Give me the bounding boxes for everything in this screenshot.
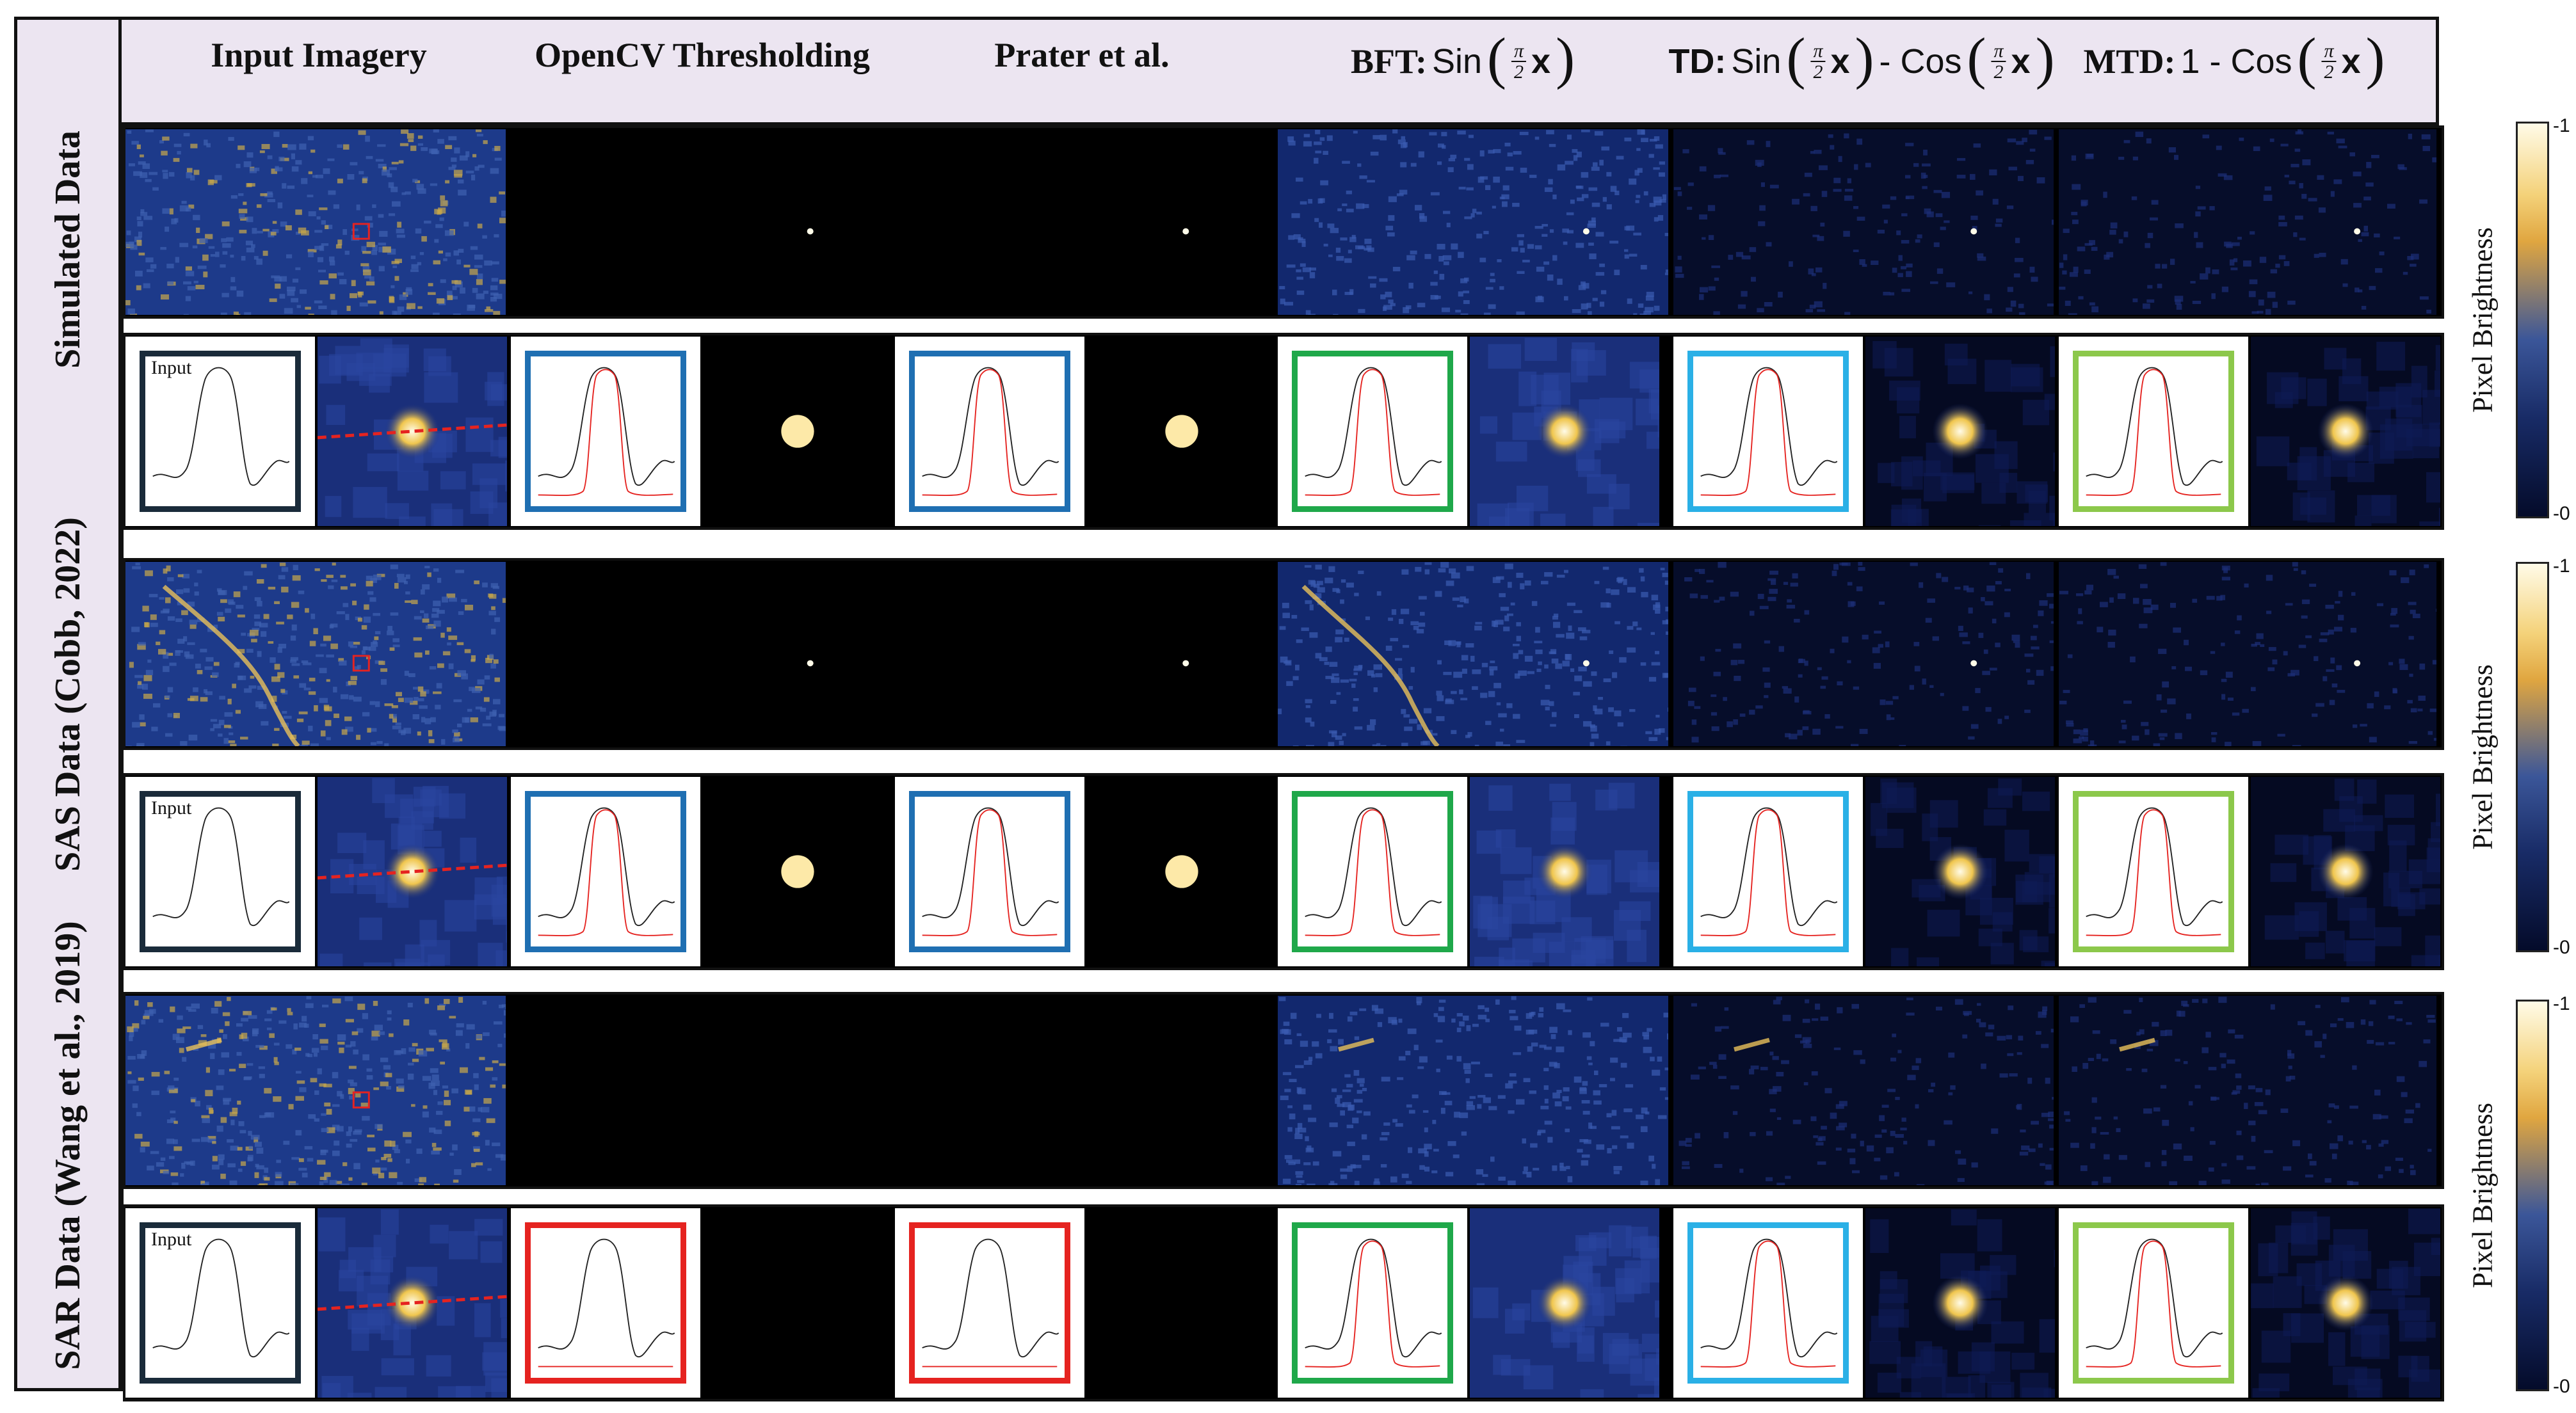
zoom-image-tile bbox=[318, 777, 507, 966]
result-image-tile bbox=[2059, 129, 2436, 315]
result-image-tile bbox=[2059, 996, 2436, 1185]
result-image-tile bbox=[1673, 562, 2054, 746]
intensity-profile-plot bbox=[511, 337, 700, 526]
zoom-image-tile bbox=[2251, 337, 2440, 526]
column-title-input: Input Imagery bbox=[211, 36, 427, 74]
zoom-image-tile bbox=[1087, 777, 1276, 966]
zoom-image-tile bbox=[1470, 1208, 1659, 1398]
intensity-profile-plot: Input bbox=[125, 1208, 315, 1398]
row-label-panel bbox=[14, 17, 122, 1391]
zoom-image-tile bbox=[1470, 777, 1659, 966]
intensity-profile-plot bbox=[2059, 1208, 2248, 1398]
zoom-image-tile bbox=[1865, 337, 2055, 526]
intensity-profile-plot bbox=[895, 1208, 1084, 1398]
intensity-profile-plot bbox=[1278, 1208, 1467, 1398]
intensity-profile-plot bbox=[511, 777, 700, 966]
intensity-profile-plot bbox=[511, 1208, 700, 1398]
intensity-profile-plot: Input bbox=[125, 337, 315, 526]
sas-image-strip bbox=[123, 558, 2444, 750]
intensity-profile-plot bbox=[1278, 777, 1467, 966]
column-title-prater: Prater et al. bbox=[994, 36, 1170, 74]
intensity-profile-plot bbox=[895, 777, 1084, 966]
intensity-profile-plot bbox=[2059, 777, 2248, 966]
zoom-image-tile bbox=[703, 1208, 892, 1398]
row-label-sar: SAR Data (Wang et al., 2019) bbox=[48, 921, 88, 1370]
colorbar-sas: -1 -0 Pixel Brightness bbox=[2467, 555, 2573, 958]
intensity-profile-plot: Input bbox=[125, 777, 315, 966]
zoom-image-tile bbox=[2251, 777, 2440, 966]
result-image-tile bbox=[1673, 129, 2054, 315]
intensity-profile-plot bbox=[1278, 337, 1467, 526]
colorbar-max-label: -1 bbox=[2553, 555, 2570, 577]
result-image-tile bbox=[895, 562, 1273, 746]
result-image-tile bbox=[1278, 996, 1668, 1185]
simulated-profile-strip: Input bbox=[123, 333, 2444, 530]
result-image-tile bbox=[125, 129, 506, 315]
zoom-image-tile bbox=[318, 1208, 507, 1398]
panel-divider bbox=[120, 17, 124, 1391]
colorbar-min-label: -0 bbox=[2553, 937, 2570, 958]
result-image-tile bbox=[125, 562, 506, 746]
colorbar-gradient bbox=[2516, 122, 2549, 518]
zoom-image-tile bbox=[1470, 337, 1659, 526]
column-header bbox=[122, 17, 2439, 125]
row-label-simulated: Simulated Data bbox=[48, 131, 88, 369]
result-image-tile bbox=[125, 996, 506, 1185]
profile-label: Input bbox=[151, 1229, 192, 1250]
zoom-image-tile bbox=[1087, 1208, 1276, 1398]
colorbar-gradient bbox=[2516, 562, 2549, 952]
sar-profile-strip: Input bbox=[123, 1204, 2444, 1401]
zoom-image-tile bbox=[703, 337, 892, 526]
result-image-tile bbox=[895, 996, 1273, 1185]
row-label-sas: SAS Data (Cobb, 2022) bbox=[48, 517, 88, 872]
result-image-tile bbox=[895, 129, 1273, 315]
intensity-profile-plot bbox=[1673, 777, 1863, 966]
colorbar-title: Pixel Brightness bbox=[2467, 664, 2499, 850]
colorbar-sar: -1 -0 Pixel Brightness bbox=[2467, 993, 2573, 1397]
intensity-profile-plot bbox=[895, 337, 1084, 526]
colorbar-simulated: -1 -0 Pixel Brightness bbox=[2467, 115, 2573, 524]
zoom-image-tile bbox=[1865, 1208, 2055, 1398]
zoom-image-tile bbox=[318, 337, 507, 526]
zoom-image-tile bbox=[703, 777, 892, 966]
zoom-image-tile bbox=[1865, 777, 2055, 966]
intensity-profile-plot bbox=[2059, 337, 2248, 526]
colorbar-title: Pixel Brightness bbox=[2467, 227, 2499, 413]
column-title-opencv: OpenCV Thresholding bbox=[535, 36, 870, 74]
sas-profile-strip: Input bbox=[123, 773, 2444, 970]
result-image-tile bbox=[1278, 562, 1668, 746]
result-image-tile bbox=[1673, 996, 2054, 1185]
colorbar-title: Pixel Brightness bbox=[2467, 1103, 2499, 1288]
profile-label: Input bbox=[151, 797, 192, 818]
result-image-tile bbox=[511, 562, 890, 746]
colorbar-max-label: -1 bbox=[2553, 993, 2570, 1014]
result-image-tile bbox=[511, 996, 890, 1185]
colorbar-min-label: -0 bbox=[2553, 503, 2570, 524]
sar-image-strip bbox=[123, 992, 2444, 1189]
colorbar-gradient bbox=[2516, 1000, 2549, 1391]
simulated-image-strip bbox=[123, 125, 2444, 319]
profile-label: Input bbox=[151, 357, 192, 378]
intensity-profile-plot bbox=[1673, 1208, 1863, 1398]
result-image-tile bbox=[2059, 562, 2436, 746]
result-image-tile bbox=[511, 129, 890, 315]
zoom-image-tile bbox=[1087, 337, 1276, 526]
colorbar-max-label: -1 bbox=[2553, 115, 2570, 136]
zoom-image-tile bbox=[2251, 1208, 2440, 1398]
intensity-profile-plot bbox=[1673, 337, 1863, 526]
result-image-tile bbox=[1278, 129, 1668, 315]
colorbar-min-label: -0 bbox=[2553, 1376, 2570, 1397]
